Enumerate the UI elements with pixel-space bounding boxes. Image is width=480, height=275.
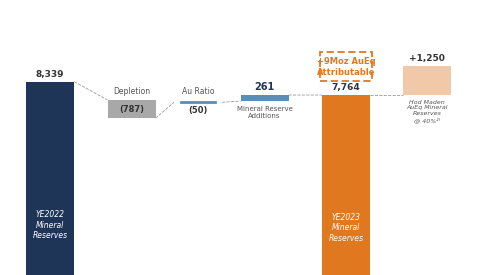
Text: 7,764: 7,764 <box>332 83 360 92</box>
Text: 8,339: 8,339 <box>36 70 64 79</box>
Text: (50): (50) <box>188 106 208 115</box>
FancyBboxPatch shape <box>320 53 372 81</box>
Text: 261: 261 <box>254 82 275 92</box>
Bar <box>174 101 222 102</box>
Text: YE2023
Mineral
Reserves: YE2023 Mineral Reserves <box>328 213 363 243</box>
Text: Year-Over-Year Changes in Gold Equivalent Mineral Reserves (koz AuEq): Year-Over-Year Changes in Gold Equivalen… <box>1 9 479 22</box>
Text: Au Ratio: Au Ratio <box>182 87 214 97</box>
Text: Hod Maden
AuEq Mineral
Reserves
@ 40%²⁾: Hod Maden AuEq Mineral Reserves @ 40%²⁾ <box>407 100 448 123</box>
Text: +9Moz AuEq
Attributable: +9Moz AuEq Attributable <box>316 57 375 77</box>
Text: (787): (787) <box>119 104 144 114</box>
Bar <box>403 66 451 95</box>
Text: Mineral Reserve
Additions: Mineral Reserve Additions <box>237 106 292 119</box>
Bar <box>322 95 370 275</box>
Text: Depletion: Depletion <box>113 87 150 96</box>
Bar <box>108 100 156 118</box>
Bar <box>26 82 74 275</box>
Text: +1,250: +1,250 <box>409 54 445 63</box>
Text: YE2022
Mineral
Reserves: YE2022 Mineral Reserves <box>33 210 68 240</box>
Bar <box>240 95 288 101</box>
